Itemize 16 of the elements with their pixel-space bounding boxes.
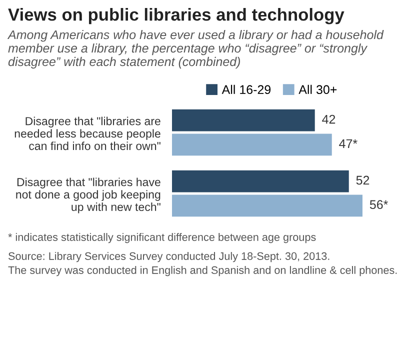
bar bbox=[172, 194, 362, 217]
legend-label: All 30+ bbox=[298, 84, 337, 94]
source-note: Source: Library Services Survey conducted July 18-Sept. 30, 2013. The survey was conducted in English and Spanish and on landline & cell phones. bbox=[8, 252, 397, 276]
bar bbox=[172, 109, 315, 132]
data-label: 42 bbox=[322, 114, 336, 124]
text: * indicates statistically significant difference between age groups bbox=[8, 233, 316, 244]
data-label: 56* bbox=[370, 200, 388, 210]
chart-title: Views on public libraries and technology bbox=[8, 8, 344, 24]
chart-subtitle: Among Americans who have ever used a library or had a household member use a library, the percentage who “disagree” or “strongly disagree” with each statement (combined) bbox=[7, 30, 384, 69]
bar bbox=[172, 134, 332, 156]
data-label: 52 bbox=[356, 176, 370, 185]
y-tick-label: Disagree that "libraries have not done a good job keeping up with new tech" bbox=[16, 178, 160, 214]
legend-label: All 16-29 bbox=[222, 84, 271, 94]
bar bbox=[172, 170, 349, 192]
y-tick-label: Disagree that "libraries are needed less because people can find info on their own" bbox=[14, 116, 160, 150]
data-label: 47* bbox=[339, 139, 358, 148]
